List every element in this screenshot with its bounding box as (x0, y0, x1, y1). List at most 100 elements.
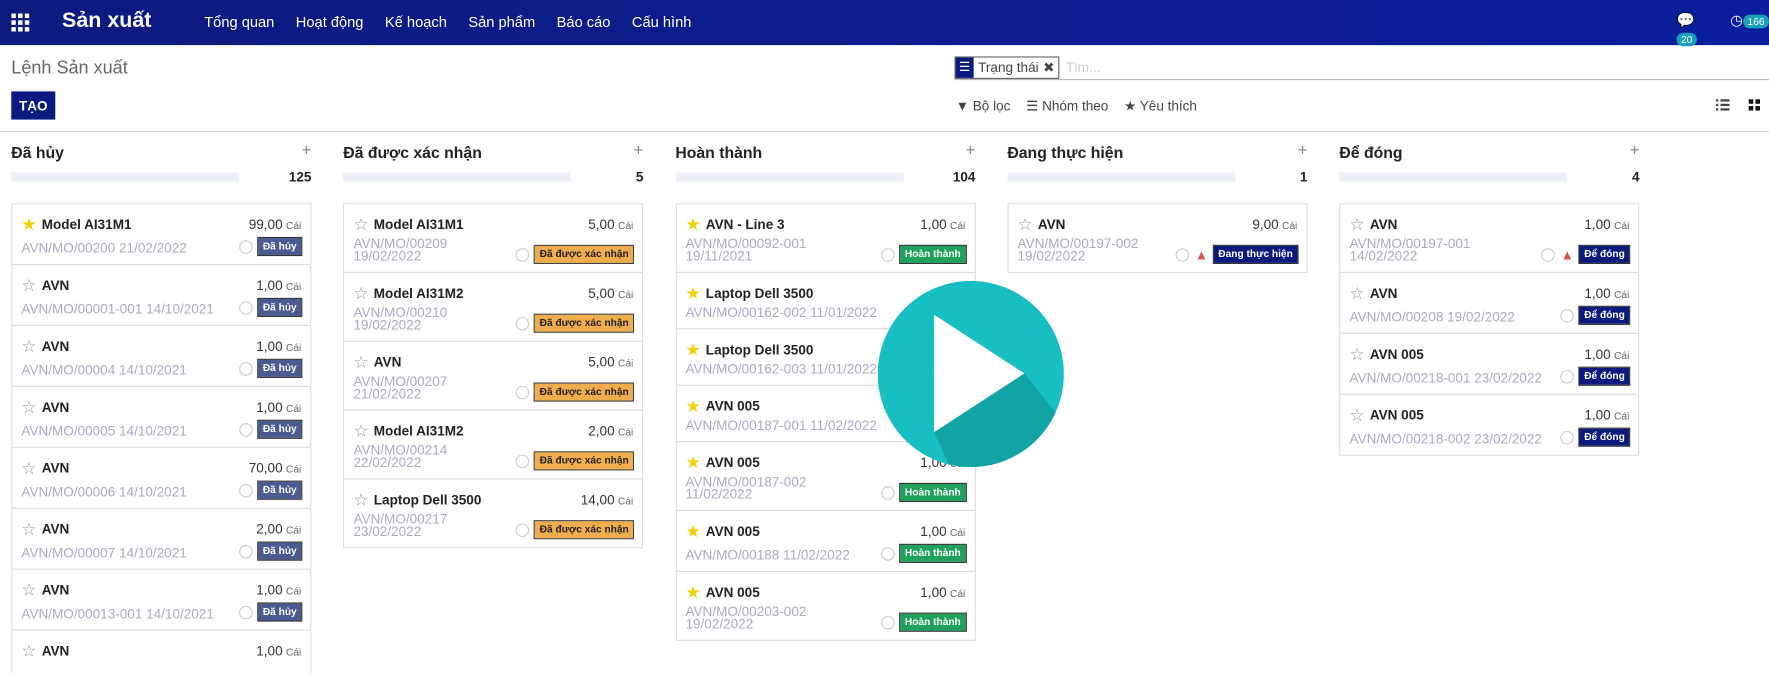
search-bar[interactable]: ☰ Trạng thái ✖ Tìm... (954, 55, 1769, 81)
star[interactable]: ☆ (1349, 345, 1365, 365)
activity-circle[interactable] (1175, 248, 1190, 262)
star[interactable]: ☆ (353, 353, 369, 373)
star[interactable]: ★ (21, 215, 37, 235)
card[interactable]: ☆ AVN 1,00 Cái AVN/MO/00013-001 14/10/2021 Đã… (11, 568, 312, 631)
star[interactable]: ★ (685, 284, 701, 304)
card[interactable]: ★ Model AI31M1 99,00 Cái AVN/MO/00200 21/02/… (11, 203, 312, 266)
filter-button[interactable]: ▼ Bộ lọc (955, 98, 1011, 114)
product-name: AVN (41, 277, 70, 294)
activity-circle[interactable] (1560, 370, 1575, 384)
card[interactable]: ★ AVN 005 1,00 Cái AVN/MO/00188 11/02/2022 Ho… (675, 509, 976, 572)
apps-icon[interactable] (11, 13, 30, 32)
unit: Cái (1614, 410, 1630, 422)
star[interactable]: ☆ (21, 641, 37, 662)
card[interactable]: ☆ AVN 9,00 Cái AVN/MO/00197-002 19/02/2022 ▲ Đ… (1007, 203, 1308, 274)
star[interactable]: ☆ (353, 421, 369, 442)
add-button[interactable]: + (301, 141, 312, 161)
activity-circle[interactable] (515, 523, 530, 538)
menu-item[interactable]: Kế hoạch (384, 13, 447, 31)
card[interactable]: ☆ Model AI31M2 5,00 Cái AVN/MO/00210 19/02/2… (343, 271, 644, 342)
star[interactable]: ☆ (21, 276, 37, 296)
card-header: ☆ AVN 1,00 Cái (1350, 280, 1630, 307)
card[interactable]: ☆ AVN 5,00 Cái AVN/MO/00207 21/02/2022 Đã đượ… (343, 340, 644, 411)
card-header: ☆ AVN 1,00 Cái (21, 272, 301, 299)
activity-circle[interactable] (881, 547, 895, 561)
star[interactable]: ☆ (353, 490, 369, 510)
card[interactable]: ☆ AVN 005 1,00 Cái AVN/MO/00218-002 23/02/20… (1339, 393, 1640, 456)
add-button[interactable]: + (1297, 141, 1308, 161)
menu-item[interactable]: Hoạt động (295, 13, 364, 31)
card[interactable]: ☆ Model AI31M1 5,00 Cái AVN/MO/00209 19/02/2… (343, 203, 644, 274)
card[interactable]: ☆ AVN 70,00 Cái AVN/MO/00006 14/10/2021 Đã hủ… (11, 446, 312, 509)
card[interactable]: ☆ AVN 1,00 Cái AVN/MO/00004 14/10/2021 Đã hủy (11, 324, 312, 387)
card[interactable]: ☆ AVN 1,00 Cái AVN/MO/00005 14/10/2021 Đã hủy (11, 385, 312, 448)
messages[interactable]: 💬20 (1676, 11, 1710, 47)
activity-circle[interactable] (881, 248, 895, 262)
star[interactable]: ★ (685, 583, 701, 603)
activity-circle[interactable] (1560, 430, 1575, 445)
view-switch[interactable] (1715, 98, 1761, 112)
activity-circle[interactable] (239, 240, 253, 254)
product-name: AVN 005 (705, 523, 760, 540)
menu-item[interactable]: Sản phẩm (468, 13, 536, 31)
star[interactable]: ☆ (21, 581, 37, 601)
activity-circle[interactable] (881, 615, 895, 630)
menu-item[interactable]: Cấu hình (631, 13, 692, 31)
card[interactable]: ☆ AVN 1,00 Cái AVN/MO/00197-001 14/02/2022 ▲ Đ… (1339, 203, 1640, 274)
activity-circle[interactable] (515, 248, 530, 262)
activity-circle[interactable] (239, 544, 253, 559)
activity-circle[interactable] (239, 423, 253, 437)
filter-button[interactable]: ★ Yêu thích (1124, 98, 1197, 114)
activities[interactable]: ◷ 166 (1730, 11, 1769, 46)
card[interactable]: ★ AVN 005 1,00 Cái AVN/MO/00203-002 19/02/20… (675, 570, 976, 641)
activity-circle[interactable] (1560, 309, 1575, 323)
activity-circle[interactable] (515, 385, 530, 400)
reference: AVN/MO/00187-002 11/02/2022 (685, 473, 807, 503)
star[interactable]: ☆ (21, 459, 37, 479)
card-header: ☆ AVN 1,00 Cái (21, 333, 301, 360)
star[interactable]: ☆ (21, 398, 37, 418)
create-button[interactable]: TẠO (11, 91, 56, 120)
star[interactable]: ☆ (353, 215, 369, 235)
star[interactable]: ★ (685, 453, 701, 473)
star[interactable]: ☆ (21, 337, 37, 357)
card[interactable]: ☆ Model AI31M2 2,00 Cái AVN/MO/00214 22/02/2… (343, 409, 644, 480)
menu-item[interactable]: Báo cáo (556, 13, 611, 31)
star[interactable]: ★ (685, 215, 701, 235)
card[interactable]: ☆ AVN 005 1,00 Cái AVN/MO/00218-001 23/02/20… (1339, 332, 1640, 395)
filter-button[interactable]: ☰ Nhóm theo (1026, 98, 1109, 114)
play-button[interactable] (877, 280, 1064, 468)
menu-item[interactable]: Tổng quan (204, 13, 275, 31)
star[interactable]: ☆ (1017, 215, 1033, 235)
product-name: Model AI31M1 (373, 216, 464, 233)
star[interactable]: ☆ (1349, 284, 1365, 304)
star[interactable]: ★ (685, 340, 701, 360)
add-button[interactable]: + (633, 141, 644, 161)
activity-circle[interactable] (1541, 248, 1555, 262)
facet[interactable]: ☰ Trạng thái ✖ (954, 55, 1059, 79)
add-button[interactable]: + (1629, 141, 1640, 161)
activity-circle[interactable] (515, 317, 530, 331)
card[interactable]: ★ AVN - Line 3 1,00 Cái AVN/MO/00092-001 19/… (675, 203, 976, 274)
card-header: ☆ Laptop Dell 3500 14,00 Cái (353, 486, 633, 513)
star[interactable]: ★ (685, 397, 701, 417)
activity-circle[interactable] (239, 362, 253, 376)
activity-circle[interactable] (239, 605, 253, 620)
activity-circle[interactable] (881, 486, 895, 500)
status-badge: Đã được xác nhận (534, 382, 635, 402)
star[interactable]: ★ (685, 522, 701, 542)
add-button[interactable]: + (965, 141, 976, 161)
activity-circle[interactable] (239, 301, 253, 315)
star[interactable]: ☆ (21, 520, 37, 540)
reference: AVN/MO/00218-002 23/02/2022 (1349, 430, 1542, 447)
card[interactable]: ☆ AVN 1,00 Cái (11, 629, 312, 674)
card[interactable]: ☆ AVN 1,00 Cái AVN/MO/00208 19/02/2022 Để đón… (1339, 271, 1640, 334)
card[interactable]: ☆ Laptop Dell 3500 14,00 Cái AVN/MO/00217 23… (343, 478, 644, 549)
star[interactable]: ☆ (1349, 215, 1365, 235)
card[interactable]: ☆ AVN 1,00 Cái AVN/MO/00001-001 14/10/2021 Đã… (11, 263, 312, 327)
star[interactable]: ☆ (353, 284, 369, 304)
star[interactable]: ☆ (1349, 406, 1365, 426)
activity-circle[interactable] (239, 483, 253, 498)
card[interactable]: ☆ AVN 2,00 Cái AVN/MO/00007 14/10/2021 Đã hủy (11, 507, 312, 570)
activity-circle[interactable] (515, 454, 530, 469)
